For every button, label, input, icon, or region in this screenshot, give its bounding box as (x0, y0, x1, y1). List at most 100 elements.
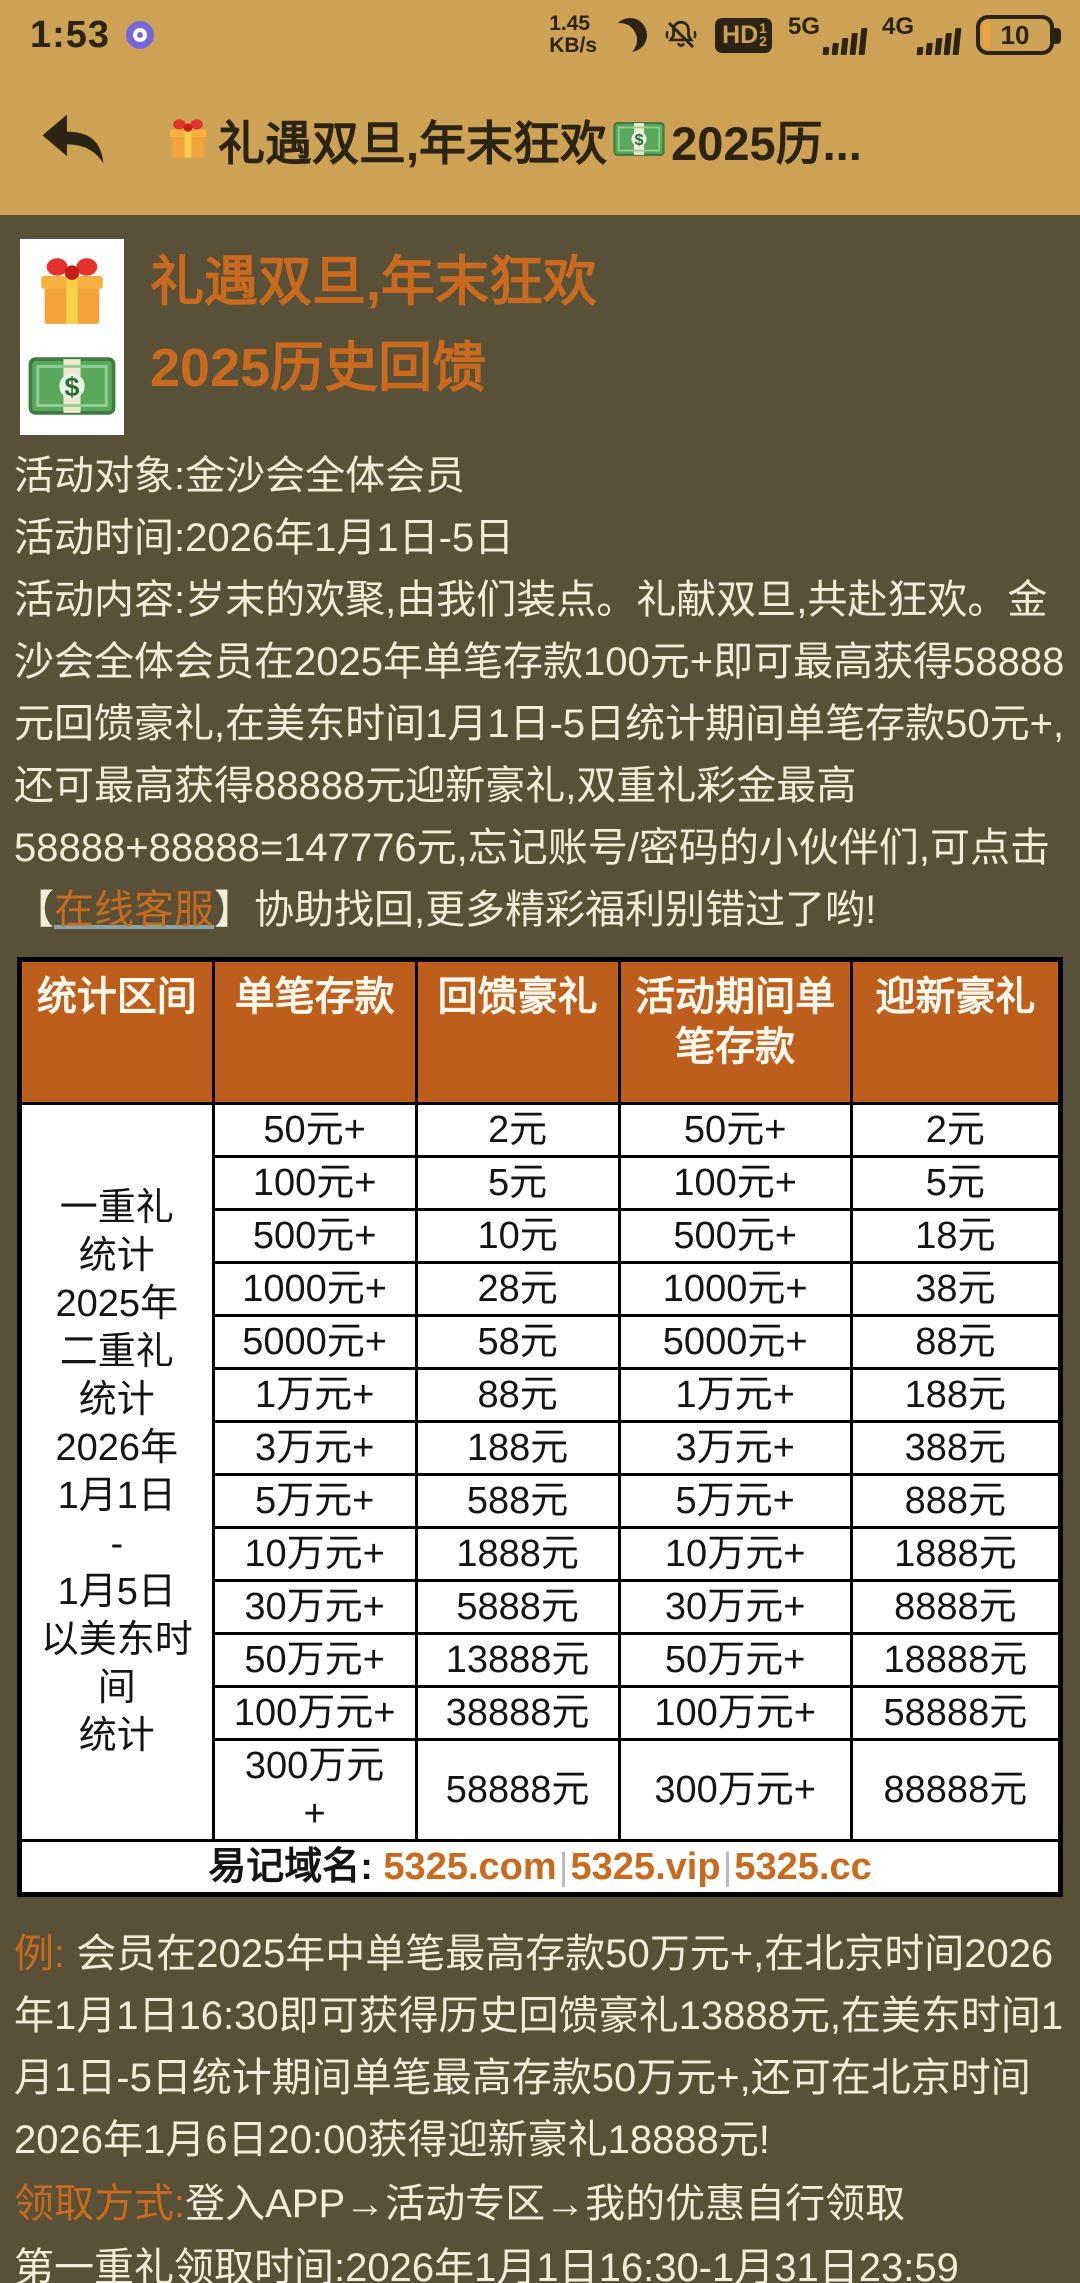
cell-welcome-bonus: 188元 (849, 1367, 1063, 1423)
domain-cell: 易记域名: 5325.com|5325.vip|5325.cc (18, 1839, 1062, 1896)
cell-bonus: 28元 (414, 1261, 621, 1317)
cell-deposit: 300万元 + (211, 1738, 418, 1842)
promo-title-line2: 2025历史回馈 (150, 338, 487, 398)
table-row: 5000元+ 58元 5000元+ 88元 (20, 1314, 1063, 1370)
cell-deposit: 500元+ (211, 1208, 418, 1264)
period-cell: 一重礼 统计 2025年 二重礼 统计 2026年 1月1日 - 1月5日 以美… (18, 1102, 215, 1842)
cell-deposit: 100万元+ (211, 1685, 418, 1741)
cell-bonus: 188元 (414, 1420, 621, 1476)
nav-bar: 礼遇双旦,年末狂欢 $ 2025历... (0, 64, 1080, 214)
table-row: 100元+ 5元 100元+ 5元 (20, 1155, 1063, 1211)
claim-method-label: 领取方式: (14, 2182, 186, 2226)
cell-event-deposit: 300万元+ (617, 1738, 853, 1842)
table-row: 3万元+ 188元 3万元+ 388元 (20, 1420, 1063, 1476)
cell-welcome-bonus: 5元 (849, 1155, 1063, 1211)
gold-header: 1:53 1.45 KB/s (0, 0, 1080, 215)
example-paragraph: 例: 会员在2025年中单笔最高存款50万元+,在北京时间2026年1月1日16… (14, 1923, 1066, 2171)
cell-welcome-bonus: 1888元 (849, 1526, 1063, 1582)
signal-4g-label: 4G (881, 12, 914, 40)
domain-link-com[interactable]: 5325.com (383, 1846, 557, 1888)
cell-welcome-bonus: 388元 (849, 1420, 1063, 1476)
promo-header: $ 礼遇双旦,年末狂欢 2025历史回馈 (20, 239, 1066, 435)
cell-welcome-bonus: 888元 (849, 1473, 1063, 1529)
cell-deposit: 5万元+ (211, 1473, 418, 1529)
cell-deposit: 1万元+ (211, 1367, 418, 1423)
cell-event-deposit: 500元+ (617, 1208, 853, 1264)
bonus-table: 统计区间 单笔存款 回馈豪礼 活动期间单笔存款 迎新豪礼 一重礼 统计 2025… (17, 957, 1063, 1897)
first-claim-time: 第一重礼领取时间:2026年1月1日16:30-1月31日23:59 (14, 2246, 959, 2283)
cell-event-deposit: 50万元+ (617, 1632, 853, 1688)
cell-welcome-bonus: 8888元 (849, 1579, 1063, 1635)
activity-time: 活动时间:2026年1月1日-5日 (14, 516, 515, 560)
banknote-icon: $ (613, 119, 665, 159)
header-period: 统计区间 (18, 958, 215, 1105)
cell-event-deposit: 30万元+ (617, 1579, 853, 1635)
cell-bonus: 58元 (414, 1314, 621, 1370)
page-title-text-1: 礼遇双旦,年末狂欢 (218, 116, 608, 170)
cell-event-deposit: 5000元+ (617, 1314, 853, 1370)
promo-content: $ 礼遇双旦,年末狂欢 2025历史回馈 活动对象:金沙会全体会员 活动时间:2… (0, 215, 1080, 2283)
signal-5g-icon: 5G (787, 12, 868, 55)
cell-bonus: 38888元 (414, 1685, 621, 1741)
cell-deposit: 5000元+ (211, 1314, 418, 1370)
network-speed-unit: KB/s (549, 34, 598, 57)
battery-icon: 10 (976, 15, 1061, 55)
table-row: 5万元+ 588元 5万元+ 888元 (20, 1473, 1063, 1529)
cell-welcome-bonus: 58888元 (849, 1685, 1063, 1741)
domain-separator: | (558, 1846, 569, 1888)
cell-deposit: 30万元+ (211, 1579, 418, 1635)
cell-bonus: 5元 (414, 1155, 621, 1211)
claim-method-text: 登入APP→活动专区→我的优惠自行领取 (185, 2182, 906, 2226)
signal-4g-icon: 4G (881, 12, 962, 55)
hd-sim2-label: 2 (759, 33, 767, 49)
hd-call-badge-icon: HD 1 2 (715, 17, 772, 53)
table-header-row: 统计区间 单笔存款 回馈豪礼 活动期间单笔存款 迎新豪礼 (18, 958, 1063, 1105)
activity-description: 活动内容:岁末的欢聚,由我们装点。礼献双旦,共赴狂欢。金沙会全体会员在2025年… (14, 569, 1066, 941)
cell-bonus: 10元 (414, 1208, 621, 1264)
cell-event-deposit: 1万元+ (617, 1367, 853, 1423)
promo-title: 礼遇双旦,年末狂欢 2025历史回馈 (150, 239, 597, 435)
svg-text:$: $ (65, 372, 80, 402)
cell-event-deposit: 5万元+ (617, 1473, 853, 1529)
cell-event-deposit: 50元+ (617, 1102, 853, 1158)
gift-icon (164, 115, 212, 163)
cell-event-deposit: 1000元+ (617, 1261, 853, 1317)
domain-row: 易记域名: 5325.com|5325.vip|5325.cc (18, 1839, 1062, 1896)
cell-welcome-bonus: 38元 (849, 1261, 1063, 1317)
customer-service-link[interactable]: 在线客服 (54, 888, 214, 932)
table-row: 300万元 + 58888元 300万元+ 88888元 (20, 1738, 1063, 1842)
promo-footer: 例: 会员在2025年中单笔最高存款50万元+,在北京时间2026年1月1日16… (14, 1923, 1066, 2283)
cell-welcome-bonus: 88元 (849, 1314, 1063, 1370)
cell-event-deposit: 10万元+ (617, 1526, 853, 1582)
domain-label: 易记域名: (208, 1846, 373, 1888)
cell-deposit: 100元+ (211, 1155, 418, 1211)
table-row: 一重礼 统计 2025年 二重礼 统计 2026年 1月1日 - 1月5日 以美… (18, 1102, 1063, 1842)
domain-link-vip[interactable]: 5325.vip (570, 1846, 721, 1888)
network-speed-value: 1.45 (549, 12, 591, 35)
header-feedback-bonus: 回馈豪礼 (414, 958, 621, 1105)
promo-title-line1: 礼遇双旦,年末狂欢 (150, 252, 598, 312)
claim-method-line: 领取方式:登入APP→活动专区→我的优惠自行领取 (14, 2173, 1066, 2235)
activity-audience: 活动对象:金沙会全体会员 (14, 454, 466, 498)
svg-text:$: $ (635, 132, 644, 149)
page-title-text-2: 2025历... (671, 116, 862, 170)
table-row: 50万元+ 13888元 50万元+ 18888元 (20, 1632, 1063, 1688)
bell-muted-icon (663, 17, 699, 53)
cell-bonus: 5888元 (414, 1579, 621, 1635)
table-row: 500元+ 10元 500元+ 18元 (20, 1208, 1063, 1264)
hd-sim1-label: 1 (759, 20, 767, 36)
table-row: 1000元+ 28元 1000元+ 38元 (20, 1261, 1063, 1317)
cell-event-deposit: 3万元+ (617, 1420, 853, 1476)
domain-link-cc[interactable]: 5325.cc (734, 1846, 872, 1888)
cell-bonus: 58888元 (414, 1738, 621, 1842)
cell-deposit: 3万元+ (211, 1420, 418, 1476)
header-event-deposit: 活动期间单笔存款 (617, 958, 853, 1105)
back-button[interactable] (34, 104, 112, 174)
page-title: 礼遇双旦,年末狂欢 $ 2025历... (164, 105, 862, 174)
signal-5g-label: 5G (787, 12, 820, 40)
banknote-icon: $ (28, 354, 116, 423)
cell-bonus: 13888元 (414, 1632, 621, 1688)
status-bar: 1:53 1.45 KB/s (0, 0, 1080, 64)
network-speed: 1.45 KB/s (549, 13, 597, 57)
